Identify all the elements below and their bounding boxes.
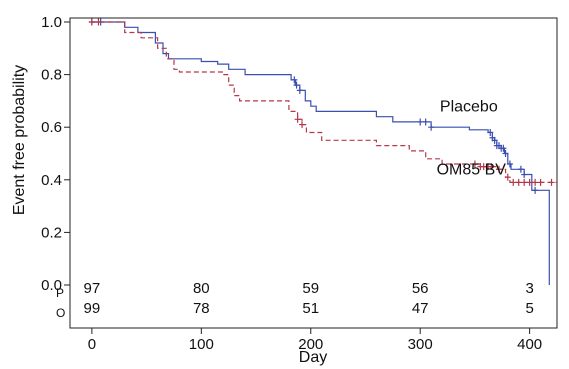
risk-group-label: O	[56, 306, 65, 320]
plot-area: 0.0 0.2 0.4 0.6 0.8 1.0 0 100 200 300 400 Placebo OM…	[41, 14, 558, 353]
y-tick-label: 0.4	[41, 172, 62, 189]
censor-mark	[504, 173, 511, 181]
risk-count: 47	[412, 300, 429, 317]
censor-mark	[88, 18, 95, 26]
censor-mark	[487, 128, 494, 136]
risk-count: 56	[412, 280, 429, 297]
risk-count: 5	[525, 300, 533, 317]
censor-mark	[488, 163, 495, 171]
censor-mark	[471, 160, 478, 168]
risk-count: 51	[302, 300, 319, 317]
censor-mark	[537, 178, 544, 186]
censor-mark	[294, 115, 301, 123]
y-tick-label: 0.0	[41, 277, 62, 294]
censor-mark	[422, 118, 429, 126]
censor-mark	[491, 136, 498, 144]
series-line	[91, 21, 550, 285]
x-tick-label: 200	[298, 336, 323, 353]
risk-count: 3	[525, 280, 533, 297]
censor-mark	[517, 165, 524, 173]
censor-mark	[521, 178, 528, 186]
risk-count: 59	[302, 280, 319, 297]
y-tick-label: 1.0	[41, 14, 62, 31]
risk-count: 80	[193, 280, 210, 297]
censor-mark	[548, 178, 555, 186]
censor-mark	[417, 118, 424, 126]
censor-mark	[296, 86, 303, 94]
risk-group-label: P	[56, 286, 64, 300]
x-tick-label: 100	[189, 336, 214, 353]
censor-mark	[291, 76, 298, 84]
censor-mark	[532, 178, 539, 186]
x-axis-title: Day	[299, 349, 327, 366]
plot-frame	[69, 17, 558, 329]
censor-mark	[521, 171, 528, 179]
y-tick-label: 0.6	[41, 119, 62, 136]
y-axis-title: Event free probability	[11, 65, 28, 215]
risk-count: 97	[84, 280, 101, 297]
censor-mark	[495, 165, 502, 173]
censor-mark	[299, 121, 306, 129]
series-label: OM85 BV	[437, 162, 507, 179]
x-tick-label: 0	[88, 336, 96, 353]
censor-mark	[428, 123, 435, 131]
censor-mark	[515, 178, 522, 186]
censor-mark	[95, 18, 102, 26]
x-tick-label: 300	[408, 336, 433, 353]
series-label: Placebo	[440, 98, 498, 115]
risk-count: 78	[193, 300, 210, 317]
censor-mark	[510, 178, 517, 186]
censor-mark	[500, 144, 507, 152]
y-tick-label: 0.2	[41, 224, 62, 241]
censor-mark	[532, 186, 539, 194]
x-tick-label: 400	[517, 336, 542, 353]
censor-mark	[526, 178, 533, 186]
censor-mark	[506, 160, 513, 168]
y-tick-label: 0.8	[41, 67, 62, 84]
censor-mark	[502, 150, 509, 157]
risk-count: 99	[84, 300, 101, 317]
censor-mark	[293, 81, 300, 89]
